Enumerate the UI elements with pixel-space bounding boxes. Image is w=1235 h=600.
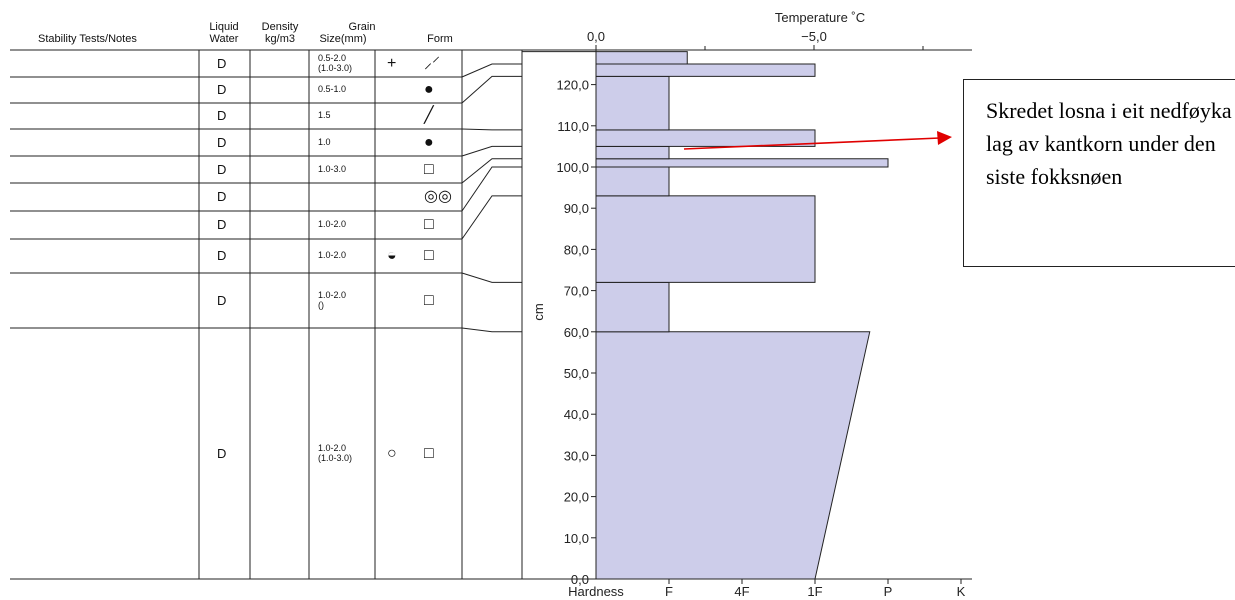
hardness-layer-bar [595, 331, 871, 580]
cell-liquid-water: D [217, 161, 227, 177]
form-shape-dashed-slash-icon: ⸝⸍ [424, 54, 441, 72]
cell-grain-size: 0.5-2.0 (1.0-3.0) [318, 52, 353, 73]
hardness-layer-bar [595, 281, 670, 333]
y-tick-label: 110,0 [557, 119, 589, 134]
cell-liquid-water: D [217, 134, 227, 150]
annotation-arrow-head [937, 131, 952, 145]
cell-grain-size: 1.0-2.0 [318, 250, 347, 260]
y-tick-label: 100,0 [556, 160, 589, 175]
hardness-layer-bar [595, 51, 688, 65]
row-connector-line [461, 158, 522, 184]
cell-grain-size: 0.5-1.0 [318, 84, 347, 94]
hardness-tick-label: 4F [734, 584, 749, 599]
row-connector-line [461, 327, 522, 333]
row-connector-line [461, 145, 522, 157]
hardness-tick-label: P [884, 584, 893, 599]
annotation-text: Skredet losna i eit nedføyka lag av kant… [986, 98, 1232, 189]
form-shape-dot-icon: ● [424, 133, 434, 151]
hardness-layer-bar [595, 129, 816, 147]
y-tick-label: 20,0 [564, 490, 589, 505]
y-tick-label: 90,0 [564, 201, 589, 216]
cell-liquid-water: D [217, 82, 227, 97]
form-shape-square-icon: □ [424, 291, 434, 309]
hardness-layer-bar [595, 145, 670, 160]
hardness-layer-bar [595, 166, 670, 197]
annotation-arrow-shaft [683, 137, 941, 150]
hardness-layer-bar [595, 158, 889, 168]
y-axis-title: cm [531, 303, 546, 320]
grain-shape-half-filled-icon: ◒ [387, 247, 397, 264]
x-axis-title: Hardness [568, 584, 624, 599]
annotation-box: Skredet losna i eit nedføyka lag av kant… [963, 79, 1235, 267]
y-tick-label: 60,0 [564, 325, 589, 340]
hardness-layer-bar [595, 195, 816, 283]
row-connector-line [461, 75, 522, 104]
y-tick-label: 120,0 [556, 78, 589, 93]
hardness-tick-label: F [665, 584, 673, 599]
temperature-tick-label: 0,0 [587, 29, 605, 44]
header-density-line1: Density [261, 21, 299, 33]
y-tick-label: 50,0 [564, 366, 589, 381]
grain-shape-plus-icon: + [387, 54, 397, 72]
form-shape-square-icon: □ [424, 247, 434, 264]
cell-grain-size: 1.5 [318, 110, 331, 120]
cell-liquid-water: D [217, 248, 227, 263]
form-shape-dot-icon: ● [424, 81, 434, 98]
form-shape-square-icon: □ [424, 444, 434, 462]
cell-liquid-water: D [217, 108, 227, 123]
header-density-line2: kg/m3 [265, 33, 295, 45]
temperature-tick-label: −5,0 [801, 29, 827, 44]
form-shape-double-ring-icon: ◎◎ [424, 188, 452, 205]
cell-liquid-water: D [217, 217, 227, 232]
y-tick-label: 40,0 [564, 407, 589, 422]
row-connector-line [461, 63, 522, 78]
header-liquid-water-line1: Liquid [209, 21, 239, 33]
chart-title: Temperature ˚C [775, 10, 865, 25]
header-grain-size: Size(mm) [319, 33, 367, 45]
form-shape-slash-icon: ╱ [424, 107, 434, 124]
cell-liquid-water: D [217, 292, 227, 308]
header-liquid-water-line2: Water [209, 33, 239, 45]
y-tick-label: 80,0 [564, 242, 589, 257]
y-tick-label: 10,0 [564, 531, 589, 546]
cell-grain-size: 1.0-2.0() [318, 289, 347, 310]
cell-liquid-water: D [217, 189, 227, 204]
cell-grain-size: 1.0-2.0 (1.0-3.0) [318, 442, 353, 463]
form-shape-square-icon: □ [424, 216, 434, 233]
header-grain: Grain [348, 21, 376, 33]
row-connector-line [461, 272, 522, 283]
header-stability-notes: Stability Tests/Notes [38, 33, 137, 45]
form-shape-square-icon: □ [424, 160, 434, 178]
cell-grain-size: 1.0-2.0 [318, 219, 347, 229]
cell-liquid-water: D [217, 445, 227, 461]
row-connector-line [461, 128, 522, 131]
cell-grain-size: 1.0-3.0 [318, 163, 347, 174]
y-tick-label: 70,0 [564, 284, 589, 299]
hardness-tick-label: 1F [807, 584, 822, 599]
cell-liquid-water: D [217, 55, 227, 71]
hardness-layer-bar [595, 75, 670, 131]
cell-grain-size: 1.0 [318, 136, 331, 147]
y-tick-label: 0,0 [571, 572, 589, 587]
header-grain-form: Form [427, 33, 453, 45]
y-tick-label: 30,0 [564, 448, 589, 463]
hardness-tick-label: K [957, 584, 966, 599]
grain-shape-ring-icon: ○ [387, 444, 397, 462]
row-connector-line [461, 195, 522, 240]
row-connector-line [461, 166, 522, 212]
hardness-layer-bar [595, 63, 816, 77]
